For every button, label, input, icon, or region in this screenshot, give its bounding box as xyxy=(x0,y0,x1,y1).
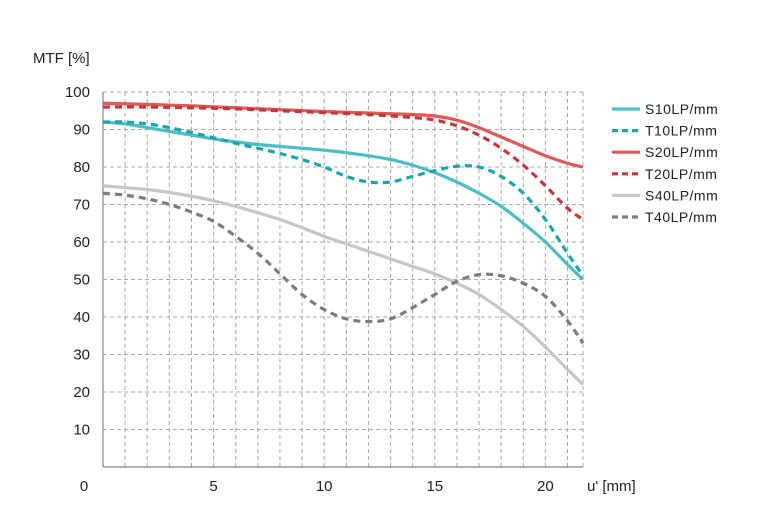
y-tick-label: 30 xyxy=(73,347,90,364)
x-tick-label: 0 xyxy=(80,478,88,495)
x-tick-label: 10 xyxy=(316,478,333,495)
x-axis-label: u' [mm] xyxy=(587,478,636,495)
legend: S10LP/mm T10LP/mm S20LP/mm T20LP/mm S40LP/mm… xyxy=(612,101,718,225)
series-line-s40lp-mm xyxy=(102,184,585,386)
y-axis-label: MTF [%] xyxy=(33,50,90,67)
axes xyxy=(102,92,583,468)
series-lines xyxy=(102,101,585,386)
y-tick-label: 100 xyxy=(65,84,90,101)
tick-labels: 10 20 30 40 50 60 70 80 90 100 0 5 10 15 20 xyxy=(65,84,554,495)
legend-label: T10LP/mm xyxy=(645,123,717,139)
y-tick-label: 40 xyxy=(73,309,90,326)
series-line-t40lp-mm xyxy=(102,191,585,345)
legend-label: S40LP/mm xyxy=(645,187,718,203)
legend-label: T20LP/mm xyxy=(645,166,717,182)
series-line-t20lp-mm xyxy=(102,105,584,221)
y-tick-label: 80 xyxy=(73,159,90,176)
x-tick-label: 20 xyxy=(537,478,554,495)
y-tick-label: 10 xyxy=(73,422,90,439)
y-tick-label: 90 xyxy=(73,122,90,139)
legend-label: S10LP/mm xyxy=(645,101,718,117)
y-tick-label: 50 xyxy=(73,272,90,289)
legend-label: S20LP/mm xyxy=(645,144,718,160)
x-tick-label: 5 xyxy=(209,478,217,495)
y-tick-label: 70 xyxy=(73,197,90,214)
series-line-s10lp-mm xyxy=(102,120,585,281)
x-tick-label: 15 xyxy=(426,478,443,495)
y-tick-label: 20 xyxy=(73,384,90,401)
legend-label: T40LP/mm xyxy=(645,209,717,225)
series-line-t10lp-mm xyxy=(102,120,585,277)
y-tick-label: 60 xyxy=(73,234,90,251)
